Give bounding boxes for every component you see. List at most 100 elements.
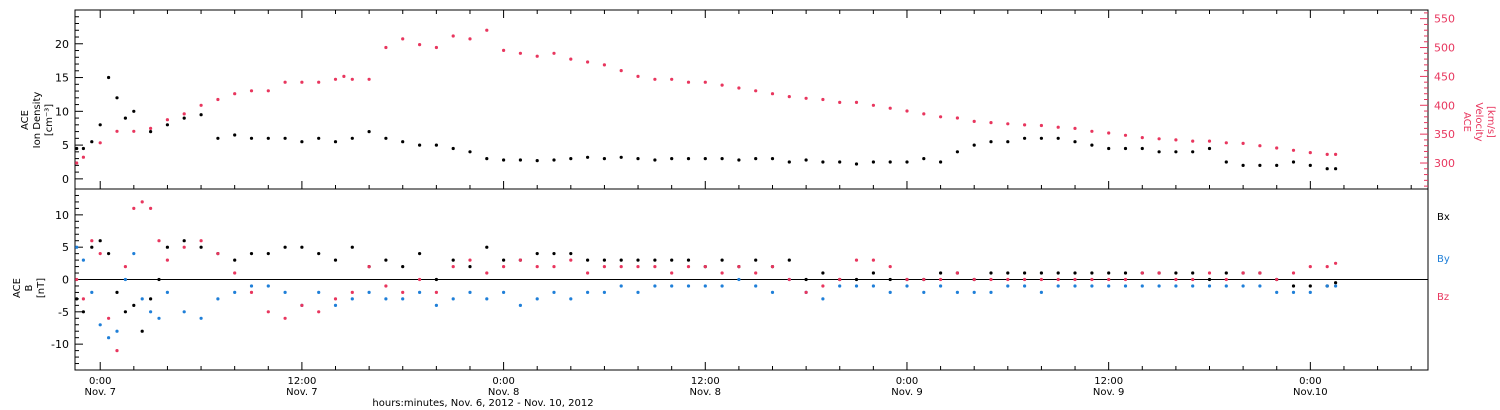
bx-point: [1006, 271, 1010, 275]
bx-point: [300, 245, 304, 249]
date-tick-label: Nov. 8: [690, 387, 721, 398]
bfield-tick-label: -10: [51, 338, 69, 351]
bz-point: [1123, 277, 1128, 282]
bx-point: [1191, 271, 1195, 275]
density-point: [787, 160, 791, 164]
velocity-point: [1174, 138, 1178, 142]
density-point: [535, 159, 539, 163]
bx-point: [233, 258, 237, 262]
by-point: [283, 290, 287, 294]
by-point: [451, 297, 455, 301]
velocity-point: [619, 69, 623, 73]
velocity-point: [1140, 136, 1144, 140]
date-tick-label: Nov. 9: [1093, 387, 1124, 398]
bz-point: [1006, 277, 1010, 282]
bx-point: [1207, 277, 1212, 282]
density-point: [1224, 160, 1228, 164]
velocity-point: [905, 109, 909, 113]
bz-point: [182, 245, 186, 249]
bz-point: [367, 265, 371, 269]
bz-point: [972, 277, 976, 282]
velocity-point: [249, 89, 254, 93]
velocity-point: [518, 51, 523, 55]
by-point: [107, 336, 111, 340]
density-point: [333, 140, 338, 144]
bx-point: [115, 290, 119, 294]
bz-point: [838, 277, 842, 282]
velocity-point: [737, 86, 741, 90]
velocity-point: [686, 80, 691, 84]
velocity-point: [1241, 141, 1245, 145]
time-tick-label: 0:00: [89, 376, 111, 387]
velocity-point: [401, 37, 405, 41]
bx-point: [384, 258, 388, 262]
bz-point: [165, 258, 169, 262]
by-point: [1123, 284, 1128, 288]
velocity-point: [602, 63, 607, 67]
bx-point: [619, 258, 623, 262]
by-point: [367, 290, 371, 294]
bx-point: [81, 310, 85, 314]
density-point: [283, 136, 287, 140]
bz-point: [754, 271, 758, 275]
by-point: [1023, 284, 1027, 288]
bfield-ylabel-1: ACE: [12, 278, 23, 298]
density-point: [1241, 163, 1245, 167]
density-ylabel-2: Ion Density: [32, 92, 43, 149]
date-tick-label: Nov. 8: [488, 387, 519, 398]
by-point: [1325, 284, 1329, 288]
density-point: [770, 157, 775, 161]
density-point: [1023, 136, 1027, 140]
bx-point: [1308, 284, 1312, 288]
by-point: [401, 297, 405, 301]
density-point: [216, 136, 220, 140]
density-point: [619, 155, 623, 159]
bx-point: [266, 252, 270, 256]
density-point: [1140, 146, 1144, 151]
velocity-point: [1308, 151, 1312, 155]
bz-point: [1241, 271, 1245, 275]
velocity-point: [1023, 123, 1027, 127]
bx-point: [1039, 271, 1043, 275]
density-point: [1123, 146, 1128, 151]
velocity-tick-label: 450: [1434, 70, 1455, 83]
density-point: [1073, 140, 1077, 144]
by-point: [1207, 284, 1212, 288]
bz-point: [686, 265, 691, 269]
bx-point: [636, 258, 640, 262]
by-point: [552, 290, 556, 294]
bx-point: [107, 252, 111, 256]
bz-point: [216, 252, 220, 256]
velocity-point: [636, 74, 640, 78]
bz-point: [1334, 261, 1338, 265]
bz-point: [123, 265, 127, 269]
bz-point: [1107, 277, 1111, 282]
by-point: [233, 290, 237, 294]
by-point: [199, 316, 203, 320]
density-ylabel-1: ACE: [20, 110, 31, 130]
by-point: [1275, 290, 1279, 294]
x-axis-title: hours:minutes, Nov. 6, 2012 - Nov. 10, 2…: [372, 398, 593, 409]
velocity-point: [1073, 126, 1077, 130]
bx-point: [1023, 271, 1027, 275]
bz-point: [1174, 277, 1178, 282]
density-point: [888, 160, 892, 164]
bz-point: [1291, 271, 1296, 275]
by-point: [888, 290, 892, 294]
velocity-point: [1006, 122, 1010, 126]
by-point: [569, 297, 573, 301]
bx-point: [182, 239, 186, 243]
velocity-point: [1275, 146, 1279, 150]
bx-point: [1090, 271, 1094, 275]
by-point: [132, 252, 136, 256]
density-point: [451, 146, 455, 151]
bx-point: [1334, 281, 1338, 285]
velocity-point: [418, 43, 422, 47]
by-point: [703, 284, 707, 288]
bz-point: [804, 290, 808, 294]
bz-point: [888, 265, 892, 269]
velocity-point: [333, 77, 338, 81]
by-point: [1107, 284, 1111, 288]
bz-point: [418, 277, 422, 282]
bx-point: [1107, 271, 1111, 275]
